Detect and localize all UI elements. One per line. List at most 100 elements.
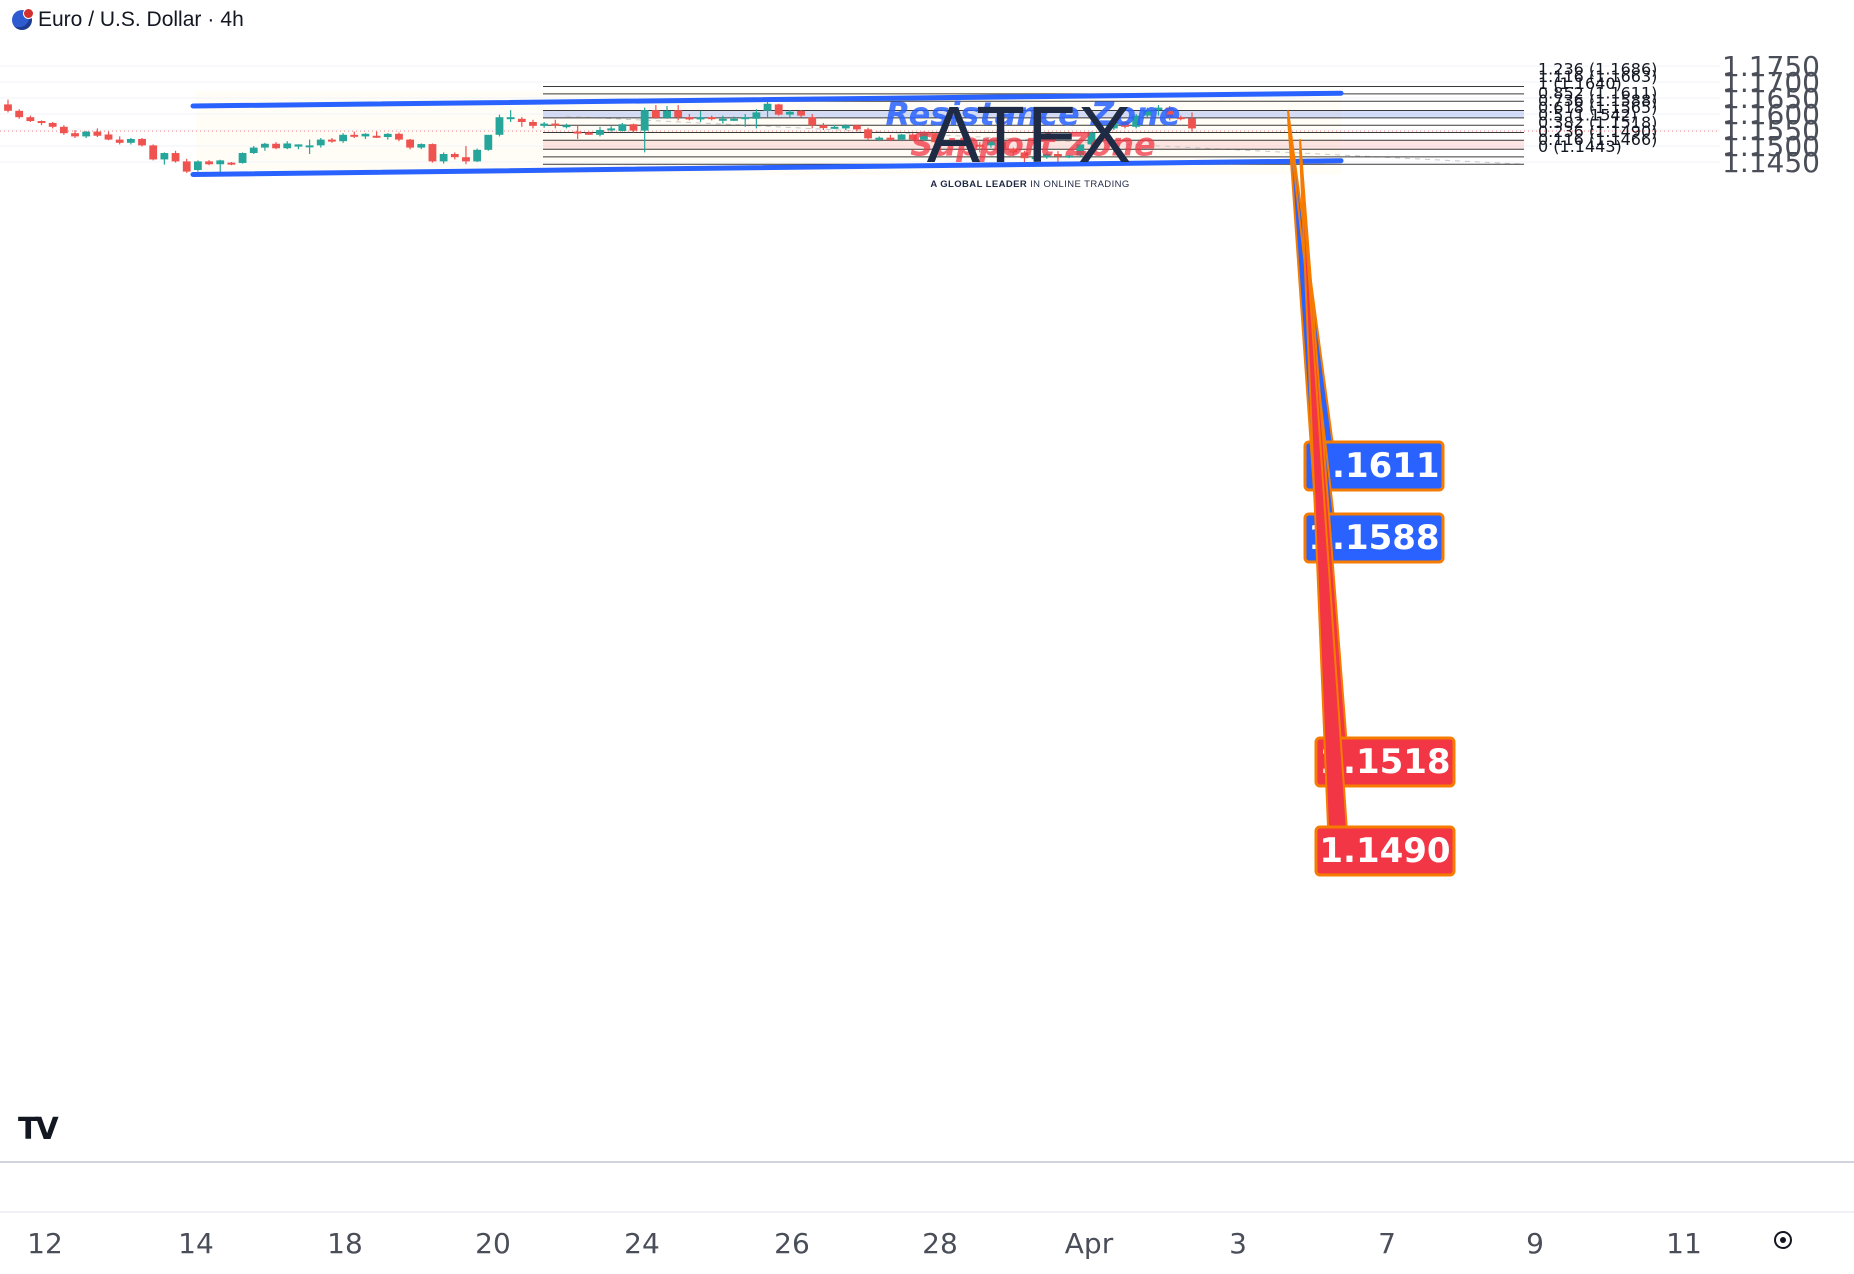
candle-body-bull xyxy=(294,144,303,147)
candle xyxy=(931,132,940,144)
symbol-name[interactable]: Euro / U.S. Dollar xyxy=(38,8,202,31)
candle xyxy=(886,134,895,142)
candle-body-bull xyxy=(283,143,292,149)
candle-body-bull xyxy=(830,126,839,129)
candle-body-bear xyxy=(1121,122,1129,127)
support-zone xyxy=(543,140,1524,150)
timeframe-label[interactable]: 4h xyxy=(220,8,244,31)
candle xyxy=(618,122,627,132)
tradingview-logo-icon[interactable]: TV xyxy=(18,1112,59,1147)
fib-level-label: 0.236 (1.1490) xyxy=(1538,122,1657,141)
candle xyxy=(696,110,705,122)
candle-body-bear xyxy=(205,161,213,165)
candle xyxy=(596,126,604,137)
candle xyxy=(607,126,616,132)
candle-body-bear xyxy=(942,142,951,145)
candle-body-bull xyxy=(741,117,750,120)
fib-level-label: 0.382 (1.1518) xyxy=(1538,113,1657,132)
candle xyxy=(685,114,694,121)
candle xyxy=(920,131,928,142)
candle xyxy=(462,146,470,165)
channel-line-lower xyxy=(190,158,1344,177)
candle xyxy=(428,143,437,163)
y-axis-tick-label: 1.1600 xyxy=(1722,98,1820,131)
candle-body-bear xyxy=(450,154,459,158)
candle-body-bull xyxy=(730,118,738,121)
x-axis-tick-label: 9 xyxy=(1526,1227,1544,1260)
candle-body-bear xyxy=(864,129,872,139)
candle-body-bear xyxy=(584,132,593,135)
candle-body-bull xyxy=(663,110,671,118)
x-axis-tick-label: 14 xyxy=(178,1227,214,1260)
candle xyxy=(260,142,269,151)
candle-body-bull xyxy=(82,131,91,137)
x-axis-tick-label: 11 xyxy=(1666,1227,1702,1260)
candle xyxy=(1098,126,1107,134)
candle xyxy=(59,125,68,135)
fib-level-label: 1.116 (1.1663) xyxy=(1538,67,1657,86)
candle xyxy=(383,133,392,140)
candle xyxy=(785,110,794,118)
candle xyxy=(942,140,951,145)
candle xyxy=(797,110,805,118)
candle-body-bear xyxy=(1009,148,1018,153)
candle-body-bear xyxy=(37,121,46,124)
candle-body-bull xyxy=(618,124,627,131)
callout-box xyxy=(1303,512,1445,564)
candle xyxy=(1020,150,1029,162)
callout-box xyxy=(1314,825,1456,877)
candle xyxy=(193,160,202,172)
candle-body-bear xyxy=(774,104,783,115)
fib-level-label: 1 (1.1640) xyxy=(1538,74,1622,93)
candle-body-bear xyxy=(328,139,336,142)
candle-body-bear xyxy=(931,133,940,143)
x-axis-tick-label: 18 xyxy=(327,1227,363,1260)
settings-icon[interactable] xyxy=(1774,1231,1792,1249)
candle xyxy=(484,134,493,151)
candle-body-bull xyxy=(1076,144,1085,156)
candle xyxy=(584,131,593,135)
fib-level-label: 0.5 (1.1542) xyxy=(1538,106,1637,125)
candle-body-bear xyxy=(998,141,1007,149)
x-axis-tick-label: 20 xyxy=(475,1227,511,1260)
candle-body-bull xyxy=(752,112,761,119)
candle xyxy=(529,119,537,129)
candle xyxy=(640,107,649,153)
candle-body-bull xyxy=(875,137,884,140)
candle-body-bear xyxy=(551,123,560,126)
candle-body-bear xyxy=(852,125,861,130)
candle-body-bear xyxy=(1188,118,1196,129)
candle-body-bull xyxy=(216,160,225,165)
candle xyxy=(752,109,761,129)
candle xyxy=(93,128,102,138)
x-axis-tick-label: 28 xyxy=(922,1227,958,1260)
candle xyxy=(987,139,995,148)
candle-body-bull xyxy=(249,147,258,154)
candle xyxy=(450,152,459,160)
candle-body-bull xyxy=(897,134,906,140)
candle-body-bear xyxy=(1020,152,1029,159)
candle-body-bear xyxy=(964,142,973,145)
candle-body-bull xyxy=(1087,132,1096,145)
candle xyxy=(305,139,314,154)
candle xyxy=(629,123,638,133)
y-axis-tick-label: 1.1450 xyxy=(1722,146,1820,179)
chart-header: Euro / U.S. Dollar · 4h xyxy=(12,8,244,32)
candle xyxy=(316,138,325,148)
candle xyxy=(71,130,79,138)
candle-body-bear xyxy=(115,139,124,143)
candle-body-bear xyxy=(182,161,191,172)
candle-body-bull xyxy=(785,111,794,115)
logo-wordmark: ATFX xyxy=(926,90,1134,179)
candle-body-bull xyxy=(718,118,727,121)
candle-body-bear xyxy=(529,122,537,126)
candle xyxy=(495,114,504,137)
candle-body-bear xyxy=(350,134,359,137)
candle-body-bear xyxy=(372,135,381,138)
candle-body-bear xyxy=(462,157,470,162)
candle-body-bear xyxy=(15,110,24,118)
candle xyxy=(361,133,370,139)
logo-tagline-thin: IN ONLINE TRADING xyxy=(1027,179,1130,190)
candle-body-bear xyxy=(138,138,146,146)
